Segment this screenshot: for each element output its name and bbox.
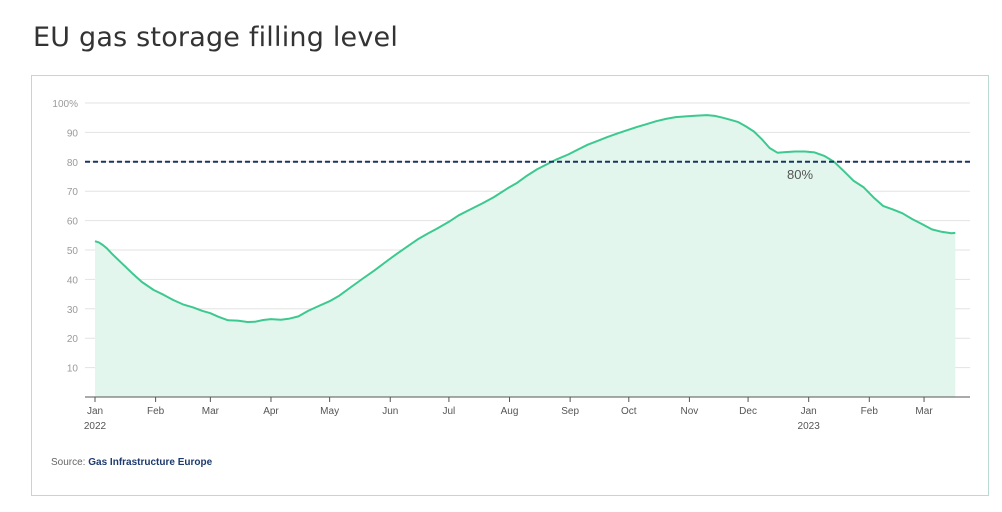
y-tick-label: 50 <box>67 246 79 257</box>
series-line <box>94 114 956 323</box>
area-layer <box>94 114 956 397</box>
source-label: Source: <box>51 457 86 468</box>
threshold-label: 80% <box>787 167 813 182</box>
x-tick-label: Feb <box>147 406 165 417</box>
x-tick-label: Mar <box>915 406 933 417</box>
x-tick-year-label: 2022 <box>84 421 107 432</box>
y-tick-label: 30 <box>67 305 79 316</box>
x-tick-label: Jun <box>382 406 398 417</box>
x-tick-label: Nov <box>681 406 699 417</box>
x-tick-label: Jul <box>443 406 456 417</box>
y-tick-label: 100% <box>52 99 78 110</box>
x-tick-label: Dec <box>739 406 757 417</box>
series-area <box>95 115 956 397</box>
page-title: EU gas storage filling level <box>33 22 399 53</box>
x-tick-label: Oct <box>621 406 637 417</box>
y-tick-label: 70 <box>67 187 79 198</box>
x-tick-label: May <box>320 406 339 417</box>
axis-layer: 10 20 30 40 50 60 70 80 90 100% Jan 2022 Feb Mar Apr Ma… <box>52 99 970 432</box>
source-link[interactable]: Gas Infrastructure Europe <box>88 457 213 468</box>
source-note: Source: Gas Infrastructure Europe <box>51 457 212 468</box>
y-tick-label: 40 <box>67 275 79 286</box>
x-tick-label: Jan <box>801 406 817 417</box>
x-tick-label: Aug <box>501 406 519 417</box>
x-tick-label: Apr <box>263 406 279 417</box>
y-tick-label: 80 <box>67 158 79 169</box>
y-tick-label: 60 <box>67 217 79 228</box>
chart-container <box>31 75 989 496</box>
y-tick-label: 90 <box>67 128 79 139</box>
y-tick-label: 20 <box>67 334 79 345</box>
x-tick-year-label: 2023 <box>798 421 821 432</box>
y-tick-label: 10 <box>67 364 79 375</box>
x-tick-label: Feb <box>861 406 879 417</box>
x-tick-label: Mar <box>202 406 220 417</box>
x-tick-label: Jan <box>87 406 103 417</box>
x-tick-label: Sep <box>561 406 579 417</box>
threshold-layer: 80% <box>85 160 970 182</box>
